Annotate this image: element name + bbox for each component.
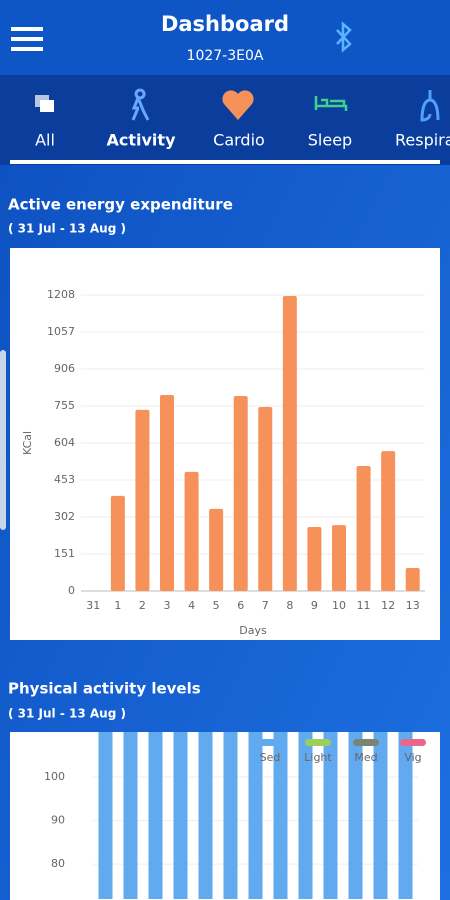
activity-icon	[131, 88, 150, 121]
header-title: Dashboard	[161, 12, 289, 36]
y-tick-label: 1057	[47, 325, 75, 338]
tab-bar	[0, 75, 450, 165]
y-tick-label: 80	[51, 857, 65, 870]
bar	[381, 451, 396, 591]
x-tick-label: 13	[406, 599, 420, 612]
y-tick-label: 755	[54, 399, 75, 412]
x-tick-label: 5	[213, 599, 220, 612]
tab-label[interactable]: All	[35, 131, 55, 150]
legend-swatch	[305, 739, 331, 746]
y-tick-label: 1208	[47, 288, 75, 301]
tab-underline	[10, 160, 440, 164]
y-tick-label: 302	[54, 510, 75, 523]
bar-segment	[298, 732, 313, 899]
tab-label[interactable]: Cardio	[213, 131, 265, 150]
x-tick-label: 6	[237, 599, 244, 612]
legend-label: Light	[304, 751, 332, 764]
bar-segment	[348, 732, 363, 899]
y-tick-label: 0	[68, 584, 75, 597]
x-tick-label: 3	[164, 599, 171, 612]
tab-label[interactable]: Sleep	[308, 131, 352, 150]
x-tick-label: 9	[311, 599, 318, 612]
y-tick-label: 100	[44, 770, 65, 783]
bluetooth-icon[interactable]	[336, 21, 352, 53]
x-tick-label: 10	[332, 599, 346, 612]
tabs: All Activity Cardio Sleep Respiration	[35, 88, 450, 150]
y-tick-label: 453	[54, 473, 75, 486]
y-tick-label: 90	[51, 814, 65, 827]
sleep-icon	[314, 96, 348, 111]
bar	[307, 527, 322, 591]
bar	[282, 295, 297, 591]
chart-subtitle: ( 31 Jul - 13 Aug )	[8, 222, 126, 236]
chart: 80 90 100	[44, 732, 418, 899]
legend-swatch	[257, 739, 283, 746]
x-tick-label: 11	[357, 599, 371, 612]
bar	[332, 525, 346, 591]
chart-title: Physical activity levels	[8, 680, 201, 698]
legend-swatch	[353, 739, 379, 746]
bar	[233, 395, 248, 591]
all-icon	[40, 100, 54, 112]
y-tick-label: 604	[54, 436, 75, 449]
legend-label: Vig	[404, 751, 421, 764]
header-subtitle: 1027-3E0A	[187, 48, 264, 64]
y-axis-label: KCal	[21, 431, 34, 455]
x-tick-label: 12	[381, 599, 395, 612]
bar-segment	[98, 732, 113, 899]
side-handle	[0, 350, 6, 530]
bar-segment	[123, 732, 138, 899]
menu-button[interactable]	[11, 27, 43, 51]
bar-segment	[198, 732, 213, 899]
bar-segment	[323, 732, 338, 899]
legend-label: Sed	[260, 751, 281, 764]
app-bar	[0, 0, 450, 75]
bar-segment	[223, 732, 238, 899]
bar	[160, 394, 174, 591]
bar	[135, 409, 150, 591]
bar-segment	[148, 732, 163, 899]
bar-segment	[173, 732, 188, 899]
bar-segment	[398, 732, 413, 899]
bar	[184, 471, 199, 591]
x-tick-label: 8	[286, 599, 293, 612]
y-tick-label: 906	[54, 362, 75, 375]
tab-label[interactable]: Respiration	[395, 131, 450, 150]
legend-label: Med	[354, 751, 377, 764]
chart-subtitle: ( 31 Jul - 13 Aug )	[8, 707, 126, 721]
bar-segment	[273, 732, 288, 899]
y-tick-label: 151	[54, 547, 75, 560]
respiration-icon	[420, 90, 440, 122]
bar	[356, 466, 371, 591]
x-tick-label: 31	[86, 599, 100, 612]
bar	[258, 406, 273, 591]
bar-segment	[373, 732, 388, 899]
cardio-icon	[222, 90, 254, 120]
x-tick-label: 1	[114, 599, 121, 612]
bar	[209, 508, 224, 591]
bar-segment	[248, 732, 263, 899]
bar	[405, 567, 420, 591]
x-tick-label: 2	[139, 599, 146, 612]
chart-title: Active energy expenditure	[8, 196, 233, 214]
tab-label[interactable]: Activity	[107, 131, 177, 150]
legend-swatch	[400, 739, 426, 746]
x-tick-label: 4	[188, 599, 195, 612]
x-axis-label: Days	[239, 624, 267, 637]
bar	[110, 495, 125, 591]
x-tick-label: 7	[262, 599, 269, 612]
